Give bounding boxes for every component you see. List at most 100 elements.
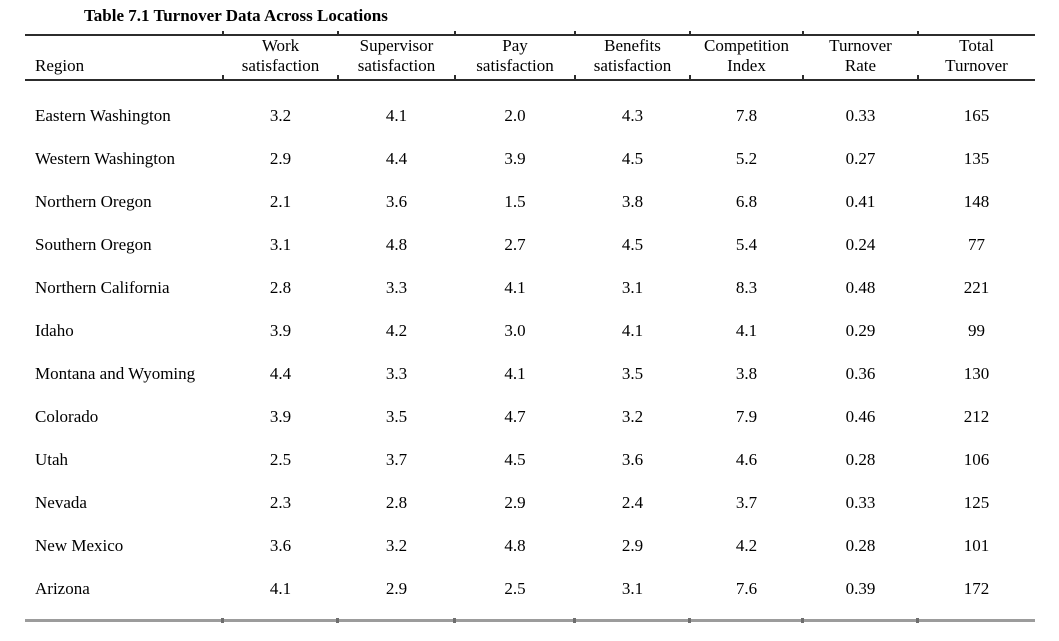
region-cell: Montana and Wyoming — [35, 364, 196, 383]
value-cell: 0.24 — [845, 235, 876, 254]
value-cell: 3.1 — [269, 235, 292, 254]
value-cell: 99 — [968, 321, 985, 340]
value-cell: 3.0 — [504, 321, 526, 340]
region-cell: Nevada — [35, 493, 87, 512]
value-cell: 4.1 — [504, 364, 526, 383]
header-line: satisfaction — [241, 56, 320, 75]
value-cell: 3.5 — [385, 407, 408, 426]
value-cell: 4.7 — [504, 407, 526, 426]
region-cell: Idaho — [35, 321, 74, 340]
value-cell: 2.9 — [385, 579, 408, 598]
value-cell: 4.4 — [269, 364, 292, 383]
value-cell: 4.1 — [735, 321, 758, 340]
value-cell: 0.33 — [845, 493, 876, 512]
value-cell: 3.5 — [621, 364, 644, 383]
region-cell: Colorado — [35, 407, 99, 426]
value-cell: 2.9 — [504, 493, 526, 512]
region-cell: Arizona — [35, 579, 90, 598]
header-line: Rate — [844, 56, 877, 75]
value-cell: 5.2 — [735, 149, 758, 168]
value-cell: 2.9 — [269, 149, 292, 168]
value-cell: 0.27 — [845, 149, 876, 168]
value-cell: 4.1 — [504, 278, 526, 297]
header-line: Turnover — [829, 36, 892, 55]
value-cell: 7.9 — [735, 407, 758, 426]
table-row: Arizona 4.1 2.9 2.5 3.1 7.6 0.39 172 — [25, 567, 1035, 610]
table-row: Northern Oregon 2.1 3.6 1.5 3.8 6.8 0.41… — [25, 180, 1035, 223]
value-cell: 4.1 — [621, 321, 644, 340]
value-cell: 4.5 — [621, 235, 644, 254]
region-cell: Eastern Washington — [35, 106, 171, 125]
value-cell: 3.8 — [621, 192, 644, 211]
value-cell: 8.3 — [735, 278, 758, 297]
value-cell: 3.3 — [385, 364, 408, 383]
value-cell: 101 — [963, 536, 990, 555]
value-cell: 2.5 — [504, 579, 526, 598]
value-cell: 3.9 — [504, 149, 526, 168]
value-cell: 6.8 — [735, 192, 758, 211]
value-cell: 4.5 — [504, 450, 526, 469]
value-cell: 3.9 — [269, 321, 292, 340]
value-cell: 3.6 — [385, 192, 408, 211]
column-header-benefits-satisfaction: Benefits satisfaction — [575, 36, 690, 79]
value-cell: 4.1 — [269, 579, 292, 598]
value-cell: 0.46 — [845, 407, 876, 426]
region-cell: Northern California — [35, 278, 170, 297]
value-cell: 4.4 — [385, 149, 408, 168]
value-cell: 4.8 — [385, 235, 408, 254]
value-cell: 130 — [963, 364, 990, 383]
header-line: satisfaction — [593, 56, 672, 75]
value-cell: 77 — [968, 235, 985, 254]
value-cell: 0.39 — [845, 579, 876, 598]
value-cell: 3.7 — [385, 450, 408, 469]
value-cell: 5.4 — [735, 235, 758, 254]
header-line: satisfaction — [476, 56, 554, 75]
header-line: Supervisor — [359, 36, 434, 55]
header-line: Benefits — [604, 36, 661, 55]
region-cell: Southern Oregon — [35, 235, 152, 254]
region-cell: New Mexico — [35, 536, 124, 555]
value-cell: 165 — [963, 106, 990, 125]
value-cell: 3.2 — [269, 106, 292, 125]
column-header-work-satisfaction: Work satisfaction — [223, 36, 338, 79]
value-cell: 0.33 — [845, 106, 876, 125]
value-cell: 0.36 — [845, 364, 876, 383]
table-row: Nevada 2.3 2.8 2.9 2.4 3.7 0.33 125 — [25, 481, 1035, 524]
table-row: Eastern Washington 3.2 4.1 2.0 4.3 7.8 0… — [25, 94, 1035, 137]
value-cell: 3.2 — [385, 536, 408, 555]
region-cell: Northern Oregon — [35, 192, 152, 211]
table-title: Table 7.1 Turnover Data Across Locations — [84, 6, 388, 25]
table-row: Utah 2.5 3.7 4.5 3.6 4.6 0.28 106 — [25, 438, 1035, 481]
value-cell: 4.6 — [735, 450, 758, 469]
value-cell: 3.9 — [269, 407, 292, 426]
header-line: Competition — [704, 36, 789, 55]
table-row: Western Washington 2.9 4.4 3.9 4.5 5.2 0… — [25, 137, 1035, 180]
header-line: Total — [959, 36, 994, 55]
header-line: Work — [261, 36, 300, 55]
value-cell: 2.0 — [504, 106, 526, 125]
value-cell: 221 — [963, 278, 990, 297]
table-header-row: Region Work satisfaction Supervisor sati… — [25, 31, 1035, 81]
value-cell: 1.5 — [504, 192, 526, 211]
value-cell: 2.4 — [621, 493, 644, 512]
table-row: Montana and Wyoming 4.4 3.3 4.1 3.5 3.8 … — [25, 352, 1035, 395]
value-cell: 4.2 — [735, 536, 758, 555]
value-cell: 3.2 — [621, 407, 644, 426]
value-cell: 3.8 — [735, 364, 758, 383]
header-line: Index — [727, 56, 766, 75]
value-cell: 2.7 — [504, 235, 526, 254]
value-cell: 3.7 — [735, 493, 758, 512]
value-cell: 4.2 — [385, 321, 408, 340]
column-header-region: Region — [25, 56, 223, 79]
value-cell: 4.8 — [504, 536, 526, 555]
column-header-total-turnover: Total Turnover — [918, 36, 1035, 79]
header-line: Region — [35, 56, 85, 75]
value-cell: 3.3 — [385, 278, 408, 297]
value-cell: 135 — [963, 149, 990, 168]
table-row: Colorado 3.9 3.5 4.7 3.2 7.9 0.46 212 — [25, 395, 1035, 438]
header-line: satisfaction — [357, 56, 436, 75]
value-cell: 0.41 — [845, 192, 876, 211]
table-bottom-rule — [25, 618, 1035, 623]
value-cell: 3.6 — [269, 536, 292, 555]
